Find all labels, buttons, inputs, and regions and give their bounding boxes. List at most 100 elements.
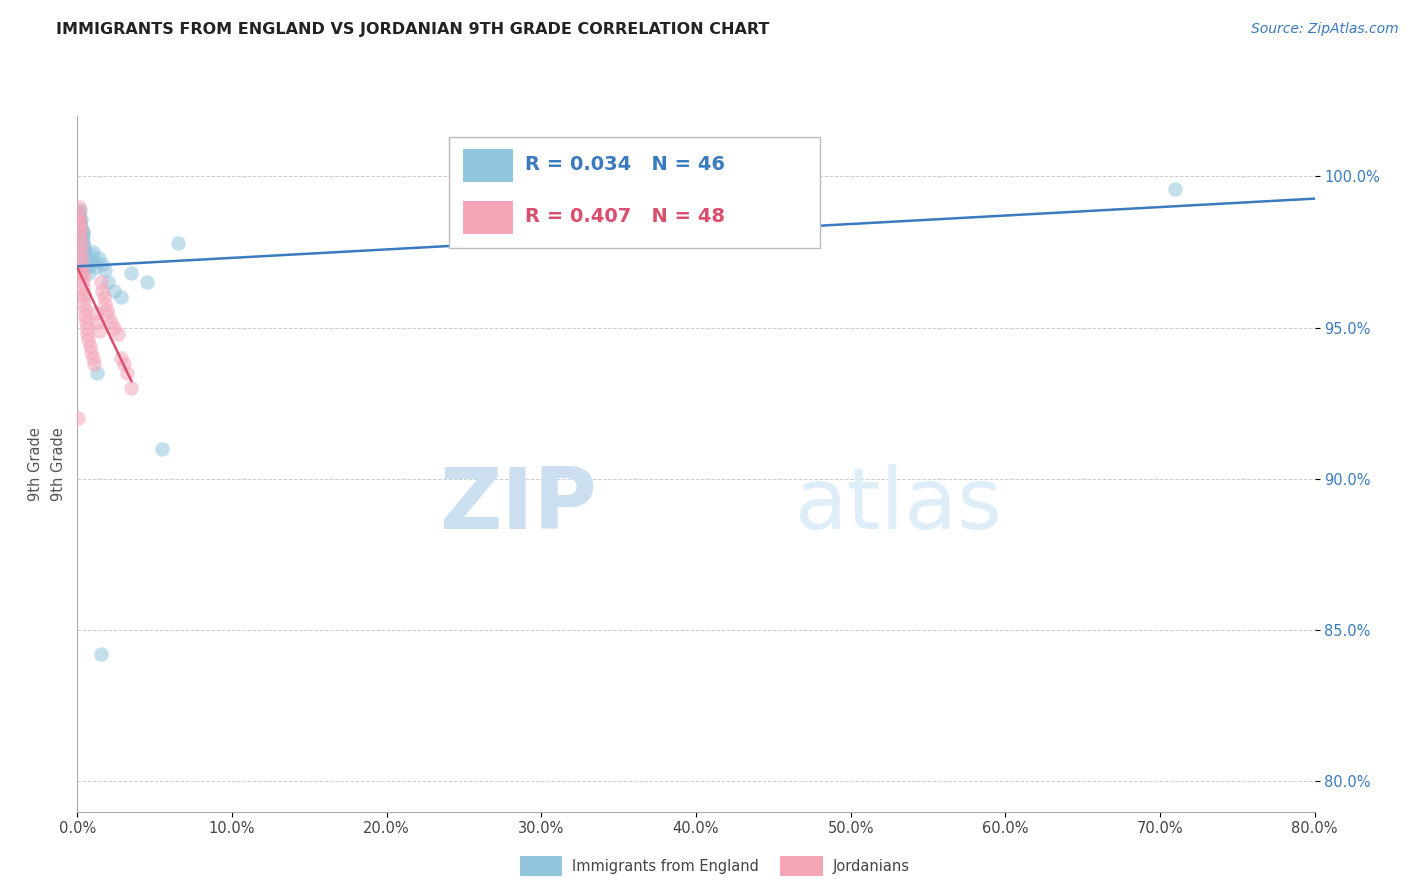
Point: [83, 254, 105, 268]
Point: [69, 230, 91, 244]
Point: [84, 305, 107, 319]
Point: [107, 326, 129, 341]
Point: [152, 442, 174, 456]
Point: [72, 233, 94, 247]
Point: [77, 333, 100, 347]
Y-axis label: 9th Grade: 9th Grade: [51, 427, 66, 500]
Point: [84, 260, 107, 275]
Point: [72, 242, 94, 256]
Point: [67, 200, 90, 214]
Point: [90, 648, 111, 662]
Point: [93, 290, 115, 304]
Point: [72, 287, 94, 301]
Point: [69, 215, 91, 229]
Point: [73, 290, 96, 304]
Point: [115, 366, 138, 380]
Point: [75, 309, 96, 323]
Point: [83, 357, 105, 371]
Text: R = 0.034   N = 46: R = 0.034 N = 46: [526, 155, 725, 174]
Point: [77, 266, 100, 280]
Point: [72, 281, 94, 295]
Point: [75, 315, 97, 329]
Point: [121, 381, 143, 395]
Point: [69, 218, 91, 232]
Point: [69, 209, 91, 223]
Point: [96, 302, 118, 317]
Point: [67, 211, 90, 226]
Point: [72, 227, 94, 241]
Bar: [464, 201, 513, 235]
FancyBboxPatch shape: [449, 136, 820, 248]
Point: [80, 248, 103, 262]
Point: [73, 239, 96, 253]
Point: [103, 285, 125, 299]
Point: [67, 215, 90, 229]
Point: [75, 260, 97, 275]
Point: [67, 206, 90, 220]
Point: [82, 351, 104, 365]
Point: [70, 254, 93, 268]
Point: [73, 245, 96, 260]
Point: [69, 266, 91, 280]
Point: [91, 257, 114, 271]
Point: [70, 242, 93, 256]
Point: [72, 269, 94, 284]
Point: [91, 285, 114, 299]
Bar: [464, 149, 513, 182]
Point: [70, 220, 93, 235]
Point: [77, 260, 100, 275]
Point: [70, 260, 93, 275]
Point: [79, 254, 101, 268]
Point: [69, 215, 91, 229]
Point: [69, 211, 91, 226]
Text: Jordanians: Jordanians: [832, 859, 910, 873]
Point: [72, 276, 94, 290]
Point: [69, 235, 91, 250]
Point: [100, 315, 122, 329]
Text: Source: ZipAtlas.com: Source: ZipAtlas.com: [1251, 22, 1399, 37]
Text: R = 0.407   N = 48: R = 0.407 N = 48: [526, 207, 725, 227]
Point: [75, 254, 96, 268]
Point: [73, 248, 96, 262]
Point: [70, 224, 93, 238]
Point: [97, 276, 120, 290]
Point: [79, 339, 101, 353]
Text: Immigrants from England: Immigrants from England: [572, 859, 759, 873]
Text: 9th Grade: 9th Grade: [28, 427, 42, 500]
Point: [110, 351, 132, 365]
Point: [72, 235, 94, 250]
Point: [121, 266, 143, 280]
Point: [72, 224, 94, 238]
Point: [67, 206, 90, 220]
Point: [70, 227, 93, 241]
Point: [76, 326, 98, 341]
Point: [103, 320, 125, 334]
Point: [72, 266, 94, 280]
Point: [94, 296, 117, 310]
Point: [86, 366, 108, 380]
Point: [87, 324, 110, 338]
Text: IMMIGRANTS FROM ENGLAND VS JORDANIAN 9TH GRADE CORRELATION CHART: IMMIGRANTS FROM ENGLAND VS JORDANIAN 9TH…: [56, 22, 769, 37]
Point: [94, 263, 117, 277]
Point: [73, 251, 96, 265]
Text: atlas: atlas: [794, 464, 1002, 547]
Point: [112, 357, 135, 371]
Point: [76, 320, 98, 334]
Point: [136, 276, 159, 290]
Point: [67, 215, 90, 229]
Point: [70, 230, 93, 244]
Point: [80, 345, 103, 359]
Point: [73, 302, 96, 317]
Point: [76, 251, 98, 265]
Point: [69, 202, 91, 217]
Point: [1164, 181, 1187, 195]
Point: [90, 276, 111, 290]
Point: [623, 215, 645, 229]
Point: [69, 220, 91, 235]
Point: [167, 235, 190, 250]
Point: [82, 245, 104, 260]
Text: ZIP: ZIP: [439, 464, 598, 547]
Point: [87, 251, 110, 265]
Point: [67, 411, 90, 425]
Point: [76, 257, 98, 271]
